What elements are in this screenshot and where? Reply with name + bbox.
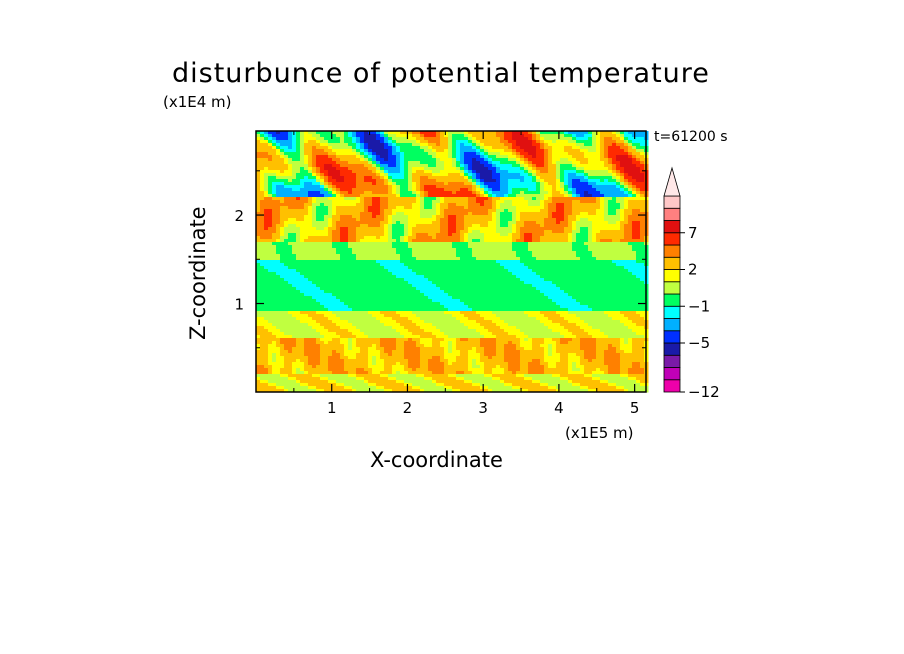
x-tick-label: 2 bbox=[403, 399, 413, 417]
colorbar-segment bbox=[663, 281, 681, 295]
x-axis-label: X-coordinate bbox=[370, 448, 503, 472]
x-tick-label: 4 bbox=[554, 399, 564, 417]
colorbar-segment bbox=[663, 330, 681, 344]
y-tick-label: 1 bbox=[234, 296, 244, 314]
contour-field bbox=[256, 131, 649, 393]
x-tick-label: 5 bbox=[630, 399, 640, 417]
colorbar-tick-label: 7 bbox=[688, 224, 698, 242]
plot-frame bbox=[255, 130, 647, 393]
colorbar-segment bbox=[663, 269, 681, 283]
x-tick-label: 3 bbox=[478, 399, 488, 417]
time-stamp: t=61200 s bbox=[654, 129, 728, 145]
colorbar bbox=[663, 166, 681, 393]
colorbar-tick-label: −5 bbox=[688, 334, 710, 352]
colorbar-segment bbox=[663, 220, 681, 234]
y-axis-unit: (x1E4 m) bbox=[163, 93, 232, 111]
colorbar-segment bbox=[663, 195, 681, 209]
colorbar-segment bbox=[663, 318, 681, 332]
colorbar-extend-arrow bbox=[663, 166, 681, 197]
colorbar-segment bbox=[663, 367, 681, 381]
colorbar-segment bbox=[663, 232, 681, 246]
colorbar-segment bbox=[663, 256, 681, 270]
colorbar-tick-label: 2 bbox=[688, 261, 698, 279]
colorbar-segment bbox=[663, 305, 681, 319]
colorbar-tick-label: −12 bbox=[688, 383, 720, 401]
y-tick-label: 2 bbox=[234, 207, 244, 225]
x-axis-unit: (x1E5 m) bbox=[565, 424, 634, 442]
chart-title: disturbunce of potential temperature bbox=[172, 58, 710, 89]
colorbar-segment bbox=[663, 379, 681, 393]
x-tick-label: 1 bbox=[327, 399, 337, 417]
colorbar-segment bbox=[663, 244, 681, 258]
colorbar-segment bbox=[663, 342, 681, 356]
colorbar-segment bbox=[663, 207, 681, 221]
colorbar-segment bbox=[663, 293, 681, 307]
colorbar-segment bbox=[663, 354, 681, 368]
colorbar-tick-label: −1 bbox=[688, 297, 710, 315]
